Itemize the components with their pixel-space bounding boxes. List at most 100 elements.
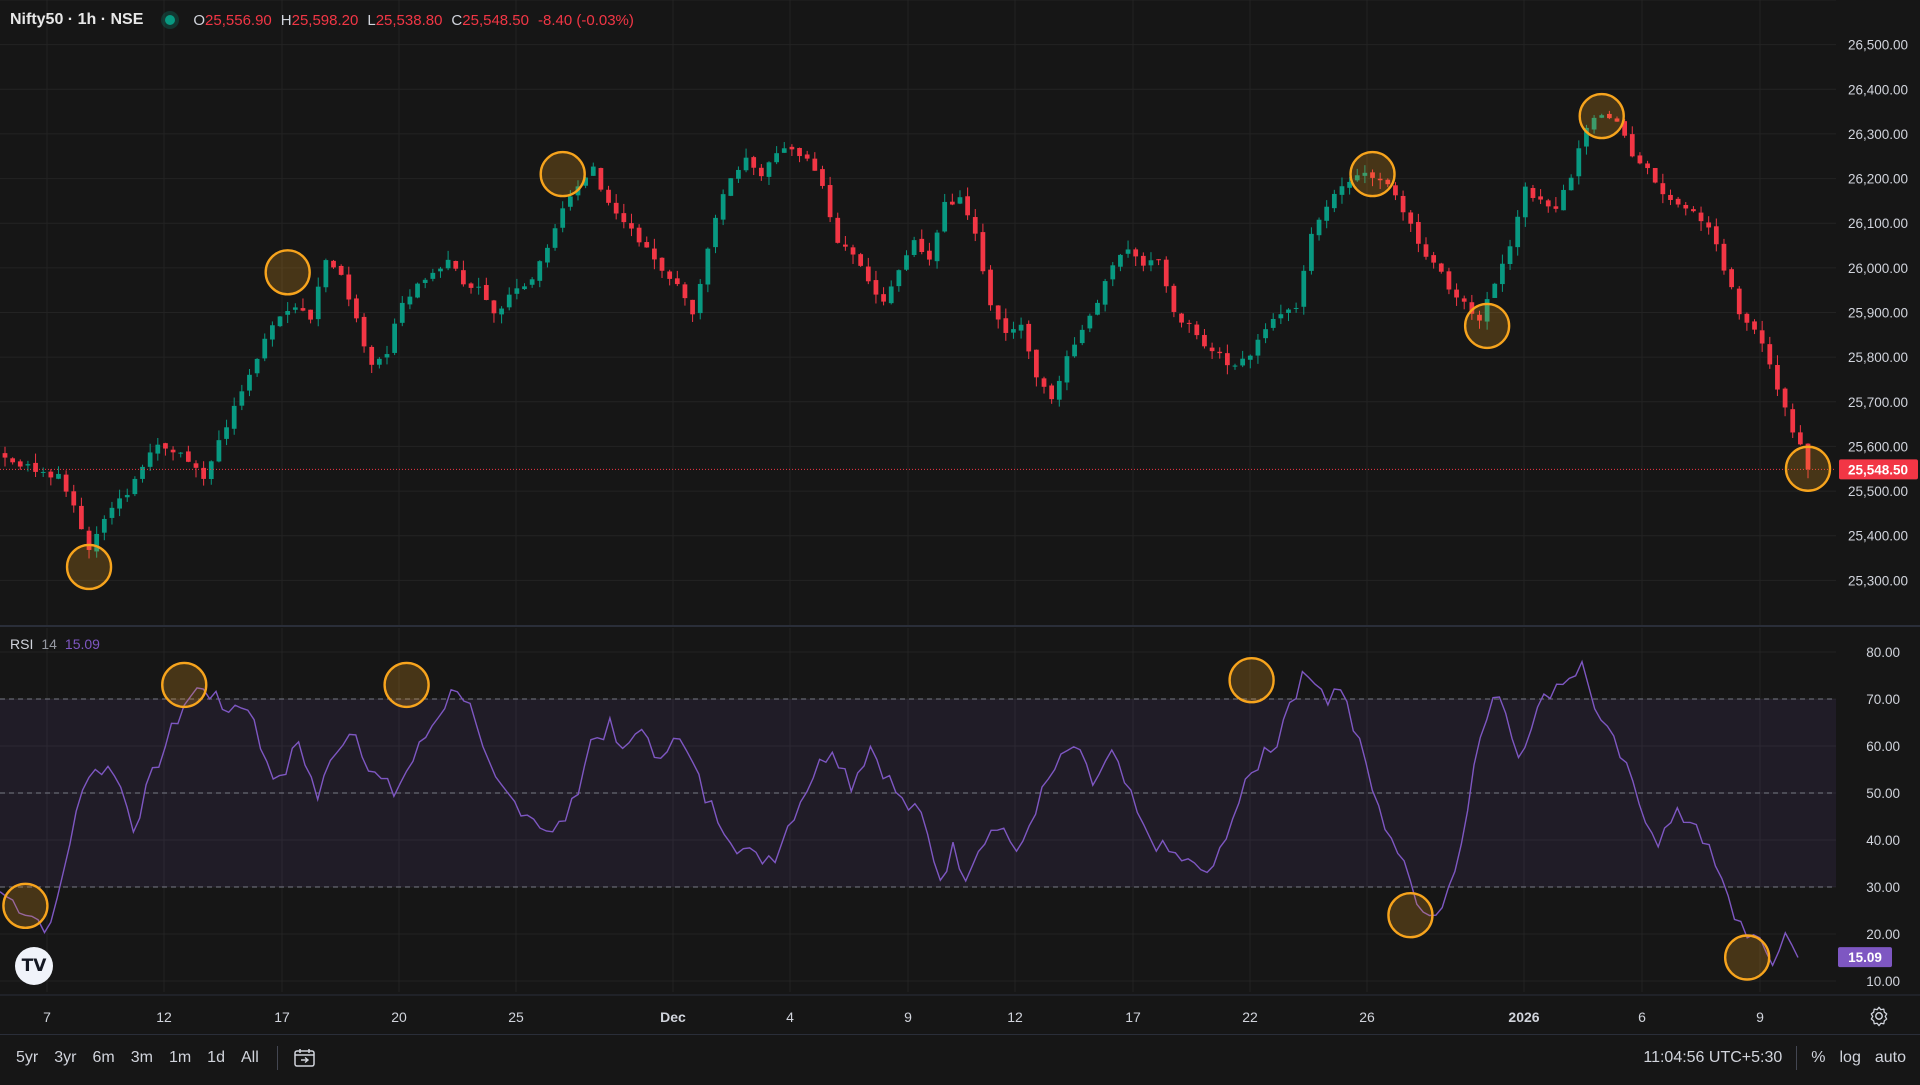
rsi-value-badge <box>1838 947 1892 968</box>
candle <box>346 266 352 307</box>
range-all-button[interactable]: All <box>235 1045 265 1071</box>
rsi-value: 15.09 <box>64 636 100 652</box>
candle-body <box>1370 172 1375 178</box>
candle-body <box>1591 117 1597 130</box>
candle-body <box>147 452 153 467</box>
rsi-name[interactable]: RSI <box>10 636 34 652</box>
candle <box>1591 115 1597 134</box>
candle-body <box>674 278 680 285</box>
candle-body <box>476 286 482 288</box>
candle-body <box>1286 309 1291 313</box>
range-6m-button[interactable]: 6m <box>86 1045 120 1071</box>
candle <box>163 442 168 456</box>
candle <box>1790 403 1796 439</box>
candle <box>1729 267 1734 290</box>
candle-body <box>170 449 176 453</box>
candle <box>949 193 955 206</box>
candle <box>690 299 695 322</box>
candle <box>590 162 596 176</box>
price-tick-label: 26,300.00 <box>1848 127 1908 142</box>
candle <box>438 266 443 278</box>
candle <box>1110 261 1116 287</box>
rsi-tick-label: 50.00 <box>1866 786 1900 801</box>
highlight-circle-icon <box>383 661 430 709</box>
candle-body <box>629 223 634 229</box>
candle-body <box>972 217 978 234</box>
range-3m-button[interactable]: 3m <box>125 1045 159 1071</box>
candle <box>124 488 130 502</box>
candle <box>308 309 313 324</box>
symbol-title[interactable]: Nifty50 · 1h · NSE <box>10 11 144 28</box>
candle <box>850 244 856 264</box>
candle-body <box>728 178 734 196</box>
candle-body <box>323 260 329 288</box>
candle <box>239 384 245 411</box>
candle-body <box>506 294 512 308</box>
candle-body <box>1209 347 1215 352</box>
candle-body <box>40 471 46 473</box>
candle <box>1194 321 1200 340</box>
candle <box>774 146 779 165</box>
candle-body <box>1163 259 1169 287</box>
candle-body <box>56 473 61 479</box>
gear-icon[interactable] <box>1868 1005 1890 1027</box>
candle <box>155 437 161 461</box>
candle-body <box>277 316 283 327</box>
candle-body <box>2 453 8 458</box>
candle-body <box>1782 388 1788 408</box>
calendar-goto-icon[interactable] <box>292 1045 318 1071</box>
range-1d-button[interactable]: 1d <box>201 1045 231 1071</box>
candle <box>1500 254 1505 292</box>
candle <box>277 316 283 328</box>
candle <box>858 252 864 267</box>
candle-body <box>1423 244 1429 257</box>
highlight-circle-icon <box>539 150 586 198</box>
candle-body <box>270 325 275 340</box>
rsi-tick-label: 30.00 <box>1866 880 1900 895</box>
candle <box>1240 350 1246 368</box>
candle <box>170 446 176 461</box>
candle <box>1072 337 1077 358</box>
log-scale-button[interactable]: log <box>1839 1049 1861 1066</box>
candle <box>560 201 566 233</box>
candle <box>1416 213 1421 253</box>
range-1m-button[interactable]: 1m <box>163 1045 197 1071</box>
candle-body <box>820 169 825 186</box>
time-tick-label: 20 <box>391 1009 407 1025</box>
candle-body <box>690 299 695 315</box>
candle-body <box>1301 270 1307 307</box>
candle-body <box>590 166 596 176</box>
percent-scale-button[interactable]: % <box>1811 1049 1826 1066</box>
candle <box>384 345 390 365</box>
auto-scale-button[interactable]: auto <box>1874 1049 1906 1066</box>
candle <box>17 459 23 470</box>
candle <box>1316 217 1322 241</box>
candle <box>1767 336 1773 369</box>
candle <box>743 148 749 173</box>
candle <box>1331 189 1337 213</box>
candle-body <box>644 242 650 248</box>
candle <box>10 457 16 465</box>
range-5yr-button[interactable]: 5yr <box>10 1045 44 1071</box>
candle-body <box>1576 148 1582 177</box>
candle <box>1706 216 1712 235</box>
candle <box>713 214 718 254</box>
highlight-circle-icon <box>2 882 49 929</box>
candle-body <box>1354 175 1360 181</box>
candle-body <box>1118 254 1123 267</box>
candle <box>988 265 993 311</box>
candle-body <box>911 240 917 255</box>
candle <box>1393 182 1398 201</box>
candle-body <box>361 316 367 347</box>
candle <box>140 464 145 483</box>
tradingview-logo-icon[interactable]: TV <box>15 947 53 985</box>
clock-timezone[interactable]: 11:04:56 UTC+5:30 <box>1643 1049 1783 1066</box>
candle-body <box>1133 249 1139 257</box>
candle-body <box>598 168 604 190</box>
range-3yr-button[interactable]: 3yr <box>48 1045 82 1071</box>
candle-body <box>1500 263 1505 285</box>
highlight-markers <box>2 92 1832 981</box>
candle-body <box>881 294 886 302</box>
